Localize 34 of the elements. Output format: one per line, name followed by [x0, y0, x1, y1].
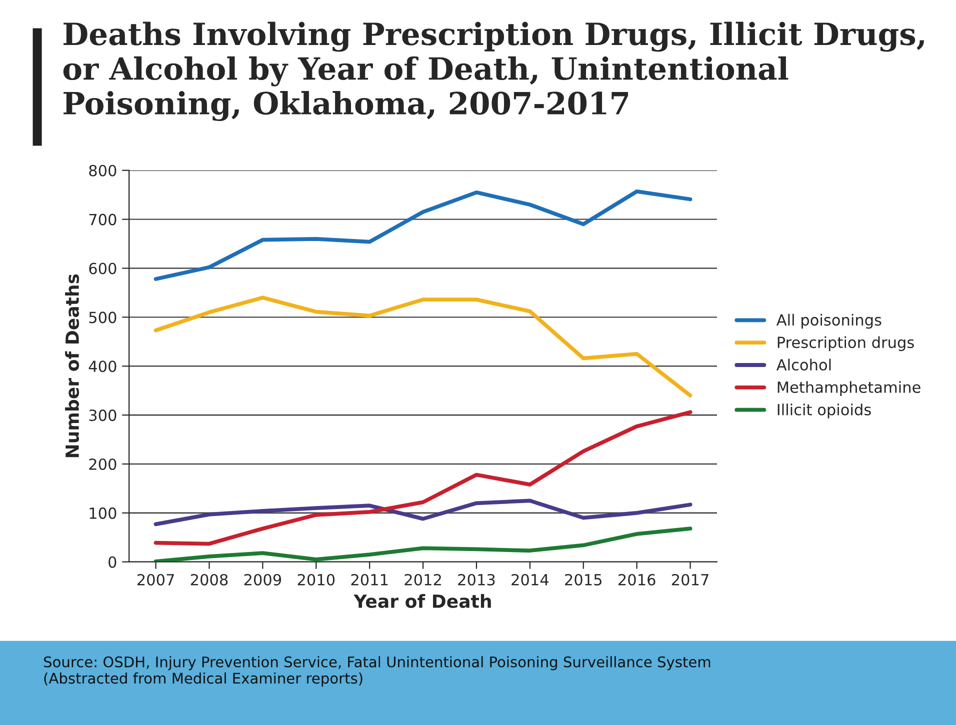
- x-tick-label: 2012: [404, 574, 441, 586]
- y-axis-title: Number of Deaths: [65, 274, 80, 458]
- y-tick-label: 200: [89, 458, 116, 470]
- line-series: [154, 296, 692, 398]
- legend-label: Alcohol: [776, 358, 831, 371]
- line-series: [154, 526, 692, 562]
- x-tick-label: 2011: [351, 574, 388, 586]
- y-tick-label: 300: [89, 410, 116, 422]
- legend-label: Prescription drugs: [778, 336, 914, 352]
- x-tick-label: 2013: [458, 574, 495, 586]
- legend-label: Illicit opioids: [778, 404, 871, 418]
- x-tick-label: 2008: [190, 574, 228, 586]
- line-series: [154, 189, 692, 281]
- chart-title: Deaths Involving Prescription Drugs, Illicit Drugs, or Alcohol by Year of Death, Unintentional Poisoning, Oklahoma, 2007-2017: [63, 22, 924, 122]
- x-tick-label: 2009: [244, 574, 282, 586]
- legend-label: All poisonings: [776, 314, 882, 329]
- legend-label: Methamphetamine: [778, 381, 920, 396]
- x-tick-label: 2014: [512, 574, 549, 586]
- line-series: [154, 410, 692, 546]
- y-tick-label: 100: [90, 507, 116, 519]
- x-axis-title: Year of Death: [354, 594, 491, 608]
- x-tick-label: 2015: [565, 574, 602, 586]
- y-tick-label: 600: [89, 262, 116, 274]
- x-tick-label: 2007: [137, 574, 174, 586]
- x-tick-label: 2016: [618, 574, 656, 586]
- y-tick-label: 0: [108, 556, 116, 568]
- line-series: [154, 498, 692, 526]
- y-tick-label: 400: [88, 360, 116, 372]
- x-tick-label: 2010: [298, 574, 335, 586]
- y-tick-label: 800: [89, 164, 116, 176]
- y-tick-label: 700: [89, 214, 116, 226]
- source-note: Source: OSDH, Injury Prevention Service, Fatal Unintentional Poisoning Surveillance System (Abstracted from Medical Examiner reports): [44, 656, 710, 687]
- x-tick-label: 2017: [672, 574, 708, 586]
- y-tick-label: 500: [89, 312, 116, 324]
